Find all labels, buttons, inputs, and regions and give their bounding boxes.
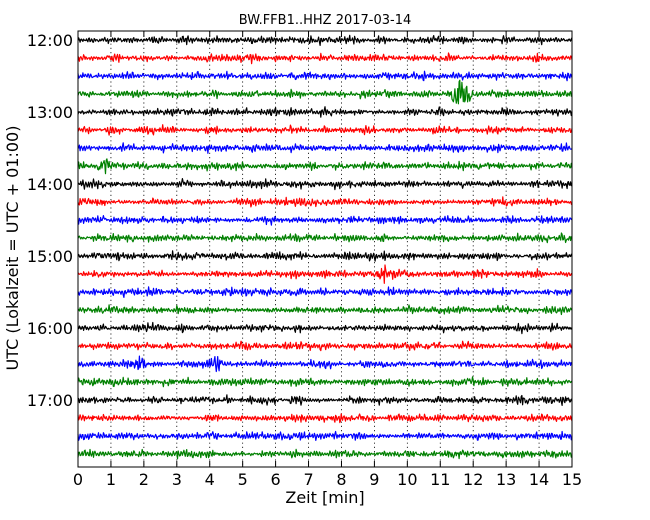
- y-tick-label: 12:00: [27, 31, 73, 50]
- plot-frame: [77, 30, 573, 468]
- x-tick-label: 5: [238, 470, 248, 489]
- trace-1630: [77, 355, 573, 373]
- x-tick-label: 8: [336, 470, 346, 489]
- x-tick-label: 10: [397, 470, 417, 489]
- y-tick-label: 17:00: [27, 391, 73, 410]
- trace-1745: [77, 448, 573, 460]
- x-tick-label: 2: [139, 470, 149, 489]
- x-tick-label: 13: [496, 470, 516, 489]
- x-tick-label: 12: [463, 470, 483, 489]
- trace-1400: [77, 178, 573, 191]
- trace-1615: [77, 340, 573, 352]
- x-tick-label: 11: [430, 470, 450, 489]
- trace-1645: [77, 376, 573, 388]
- y-axis-label: UTC (Lokalzeit = UTC + 01:00): [3, 126, 22, 371]
- trace-1245: [77, 79, 573, 105]
- trace-1700: [77, 394, 573, 406]
- trace-1515: [77, 264, 573, 284]
- x-tick-label: 0: [73, 470, 83, 489]
- x-axis-label: Zeit [min]: [285, 488, 364, 507]
- x-tick-label: 6: [271, 470, 281, 489]
- trace-1445: [77, 232, 573, 244]
- chart-title: BW.FFB1..HHZ 2017-03-14: [239, 13, 412, 28]
- trace-1430: [77, 215, 573, 226]
- y-tick-label: 14:00: [27, 175, 73, 194]
- x-tick-label: 15: [562, 470, 582, 489]
- trace-1315: [77, 124, 573, 136]
- x-tick-label: 9: [369, 470, 379, 489]
- x-tick-label: 1: [106, 470, 116, 489]
- trace-1545: [77, 304, 573, 316]
- trace-1715: [77, 413, 573, 424]
- trace-1600: [77, 321, 573, 335]
- axis-ticks: 0 1 2 3 4 5 6 7 8 9 10 11 12 13 14 1512:0013:0014:0015:…: [27, 31, 582, 489]
- y-tick-label: 16:00: [27, 319, 73, 338]
- y-tick-label: 13:00: [27, 103, 73, 122]
- trace-1345: [77, 158, 573, 175]
- x-tick-label: 7: [303, 470, 313, 489]
- x-tick-label: 3: [172, 470, 182, 489]
- trace-series: [77, 34, 573, 460]
- trace-1300: [77, 106, 573, 118]
- y-tick-label: 15:00: [27, 247, 73, 266]
- x-tick-label: 4: [205, 470, 215, 489]
- trace-1415: [77, 196, 573, 208]
- trace-1530: [77, 286, 573, 298]
- trace-1330: [77, 142, 573, 154]
- trace-1230: [77, 70, 573, 82]
- trace-1215: [77, 52, 573, 65]
- x-tick-label: 14: [529, 470, 549, 489]
- trace-1200: [77, 34, 573, 47]
- trace-1500: [77, 250, 573, 262]
- trace-1730: [77, 430, 573, 441]
